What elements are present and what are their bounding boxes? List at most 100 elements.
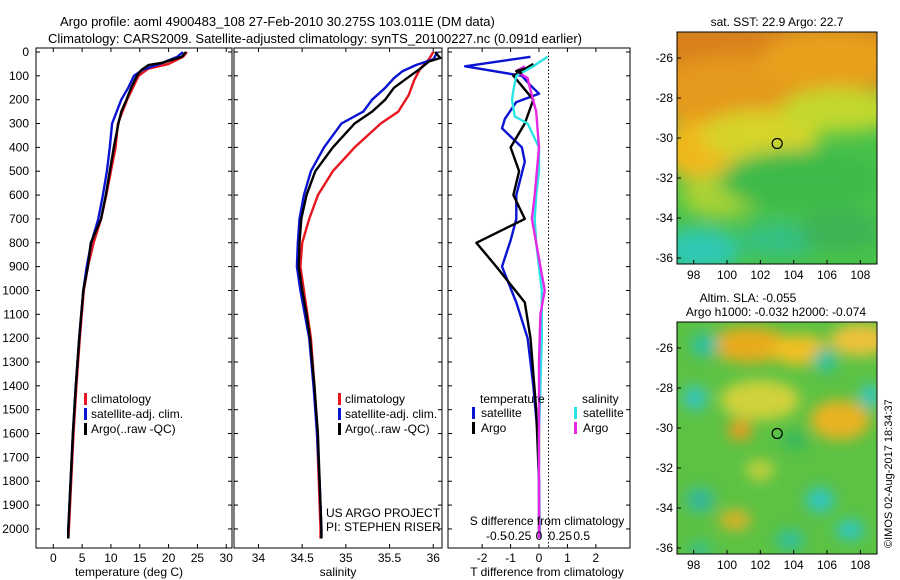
series-line-temperature-satellite xyxy=(463,55,541,539)
s-diff-tick-label: -0.5 xyxy=(486,529,507,543)
x-tick-label: 0 xyxy=(50,551,57,565)
salinity-panel xyxy=(233,47,443,549)
figure-title-line2: Climatology: CARS2009. Satellite-adjuste… xyxy=(48,31,582,46)
map-x-tick-label: 102 xyxy=(750,558,770,572)
map-y-tick-label: -30 xyxy=(656,131,674,145)
x-tick-label: -2 xyxy=(477,551,488,565)
depth-tick-label: 400 xyxy=(9,140,29,154)
depth-tick-label: 700 xyxy=(9,212,29,226)
s-diff-tick-label: -0.25 xyxy=(504,529,532,543)
x-tick-label: 15 xyxy=(133,551,147,565)
difference-x-axis: -2 -1 0 1 2 xyxy=(477,48,600,565)
legend-swatch-satellite xyxy=(84,408,87,420)
depth-tick-label: 1700 xyxy=(2,450,29,464)
sst-map xyxy=(677,32,877,264)
map-x-tick-label: 106 xyxy=(817,558,837,572)
difference-series xyxy=(463,55,549,539)
salinity-x-axis: 34 34.5 35 35.5 36 xyxy=(252,48,440,565)
series-line-argo-raw-qc- xyxy=(67,51,187,539)
sst-map-title: sat. SST: 22.9 Argo: 22.7 xyxy=(711,15,844,29)
sla-map-axes: 98 100 102 104 106 108 -26 -28 -30 -32 -34 -36 xyxy=(656,341,871,572)
depth-tick-label: 100 xyxy=(9,69,29,83)
depth-tick-label: 900 xyxy=(9,260,29,274)
x-tick-label: 0 xyxy=(536,551,543,565)
difference-legend: temperature salinity satellite Argo sate… xyxy=(472,392,624,435)
depth-tick-label: 1800 xyxy=(2,474,29,488)
temperature-panel xyxy=(35,47,233,549)
x-tick-label: 25 xyxy=(191,551,205,565)
x-tick-label: 35.5 xyxy=(378,551,402,565)
x-tick-label: 34 xyxy=(252,551,266,565)
x-tick-label: 2 xyxy=(593,551,600,565)
legend-swatch-temp-satellite xyxy=(472,407,475,419)
sla-map xyxy=(677,322,877,554)
map-x-tick-label: 104 xyxy=(784,268,804,282)
sst-map-axes: 98 100 102 104 106 108 -26 -28 -30 -32 -34 -36 xyxy=(656,51,871,282)
salinity-series xyxy=(295,51,442,539)
depth-tick-label: 1200 xyxy=(2,331,29,345)
depth-tick-label: 800 xyxy=(9,236,29,250)
legend-label-temp-argo: Argo xyxy=(481,421,507,435)
depth-tick-label: 1100 xyxy=(3,307,29,321)
s-diff-tick-label: 0.5 xyxy=(573,529,590,543)
argo-float-marker xyxy=(771,427,783,440)
map-x-tick-label: 98 xyxy=(687,558,701,572)
project-annotation-line2: PI: STEPHEN RISER xyxy=(326,520,441,534)
map-y-tick-label: -34 xyxy=(656,501,674,515)
depth-tick-label: 2000 xyxy=(2,522,29,536)
salinity-legend: climatology satellite-adj. clim. Argo(..… xyxy=(338,392,437,436)
temperature-legend: climatology satellite-adj. clim. Argo(..… xyxy=(84,392,183,436)
legend-label-argo: Argo(..raw -QC) xyxy=(91,422,176,436)
map-y-tick-label: -34 xyxy=(656,211,674,225)
temperature-x-axis: 0 5 10 15 20 25 30 xyxy=(50,48,233,565)
map-x-tick-label: 108 xyxy=(850,558,870,572)
x-tick-label: 34.5 xyxy=(290,551,314,565)
depth-tick-label: 1500 xyxy=(2,403,29,417)
map-x-tick-label: 102 xyxy=(750,268,770,282)
legend-label-sal-satellite: satellite xyxy=(583,406,624,420)
depth-tick-label: 1600 xyxy=(2,427,29,441)
x-tick-label: 30 xyxy=(220,551,234,565)
map-x-tick-label: 108 xyxy=(850,268,870,282)
legend-group-temperature: temperature xyxy=(480,392,545,406)
project-annotation-line1: US ARGO PROJECT xyxy=(326,506,441,520)
legend-group-salinity: salinity xyxy=(582,392,619,406)
legend-swatch-climatology xyxy=(84,393,87,405)
series-line-salinity-satellite xyxy=(510,55,549,539)
salinity-difference-ticklabels: -0.5-0.25 0 0.25 0.5 xyxy=(486,529,590,543)
sla-map-title-line1: Altim. SLA: -0.055 xyxy=(700,291,797,305)
map-x-tick-label: 104 xyxy=(784,558,804,572)
map-y-tick-label: -32 xyxy=(656,171,674,185)
legend-label-sal-argo: Argo xyxy=(583,421,609,435)
legend-swatch-argo xyxy=(338,423,341,435)
difference-xlabel: T difference from climatology xyxy=(470,565,624,579)
map-x-tick-label: 98 xyxy=(687,268,701,282)
legend-swatch-temp-argo xyxy=(472,422,475,434)
series-line-satellite-adj-clim- xyxy=(67,51,184,539)
figure-title-line1: Argo profile: aoml 4900483_108 27-Feb-20… xyxy=(60,14,495,29)
imos-credit: ©IMOS 02-Aug-2017 18:34:37 xyxy=(883,399,895,548)
map-x-tick-label: 100 xyxy=(717,558,737,572)
map-y-tick-label: -28 xyxy=(656,381,674,395)
x-tick-label: 5 xyxy=(79,551,86,565)
temperature-series xyxy=(67,51,188,539)
legend-label-temp-satellite: satellite xyxy=(481,406,522,420)
series-line-salinity-argo xyxy=(515,65,546,539)
map-y-tick-label: -32 xyxy=(656,461,674,475)
series-line-climatology xyxy=(67,51,188,539)
sla-map-title-line2: Argo h1000: -0.032 h2000: -0.074 xyxy=(686,305,866,319)
depth-tick-label: 200 xyxy=(9,93,29,107)
sla-map-frame xyxy=(676,321,878,555)
legend-label-argo: Argo(..raw -QC) xyxy=(345,422,430,436)
x-tick-label: 36 xyxy=(427,551,441,565)
depth-tick-label: 600 xyxy=(9,188,29,202)
depth-tick-label: 0 xyxy=(22,45,29,59)
depth-tick-label: 300 xyxy=(9,117,29,131)
x-tick-label: 1 xyxy=(564,551,571,565)
argo-float-marker xyxy=(771,137,783,150)
x-tick-label: 35 xyxy=(339,551,353,565)
x-tick-label: -1 xyxy=(505,551,516,565)
legend-swatch-argo xyxy=(84,423,87,435)
depth-tick-label: 1000 xyxy=(2,283,29,297)
